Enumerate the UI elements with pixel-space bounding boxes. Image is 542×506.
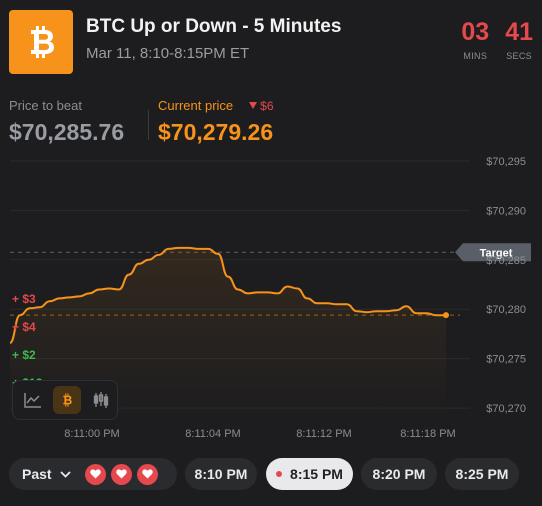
past-label: Past bbox=[22, 466, 52, 482]
current-price-dot bbox=[443, 312, 449, 319]
x-axis: 8:11:00 PM 8:11:04 PM 8:11:12 PM 8:11:18 PM bbox=[64, 428, 455, 440]
candlestick-icon bbox=[93, 392, 109, 408]
chart-tools bbox=[12, 380, 118, 420]
price-divider bbox=[148, 110, 149, 140]
bitcoin-icon bbox=[31, 26, 54, 58]
market-header: BTC Up or Down - 5 Minutes Mar 11, 8:10-… bbox=[9, 10, 533, 74]
candlestick-tool[interactable] bbox=[87, 386, 115, 414]
slot-8-15-active[interactable]: 8:15 PM bbox=[266, 458, 353, 490]
slot-8-25[interactable]: 8:25 PM bbox=[445, 458, 519, 490]
market-time-range: Mar 11, 8:10-8:15PM ET bbox=[86, 45, 250, 62]
past-result-down[interactable] bbox=[136, 463, 158, 485]
countdown-timer: 03 MINS 41 SECS bbox=[461, 18, 533, 61]
round-selector: Past 8:10 PM 8:15 PM 8:20 PM 8:25 PM bbox=[9, 458, 542, 490]
x-tick-label: 8:11:18 PM bbox=[400, 428, 455, 440]
heart-icon bbox=[141, 469, 153, 479]
trade-annotation: + $4 bbox=[12, 320, 36, 334]
countdown-seconds-value: 41 bbox=[505, 18, 533, 46]
countdown-minutes-value: 03 bbox=[461, 18, 490, 46]
heart-icon bbox=[89, 469, 101, 479]
live-dot bbox=[276, 471, 283, 477]
heart-icon bbox=[115, 469, 127, 479]
y-tick-label: $70,270 bbox=[486, 403, 526, 415]
price-to-beat: Price to beat $70,285.76 bbox=[9, 98, 124, 146]
bitcoin-logo bbox=[9, 10, 73, 74]
slot-label: 8:20 PM bbox=[372, 466, 426, 482]
current-price-value: $70,279.26 bbox=[158, 119, 274, 145]
countdown-minutes: 03 MINS bbox=[461, 18, 489, 61]
countdown-seconds: 41 SECS bbox=[505, 18, 533, 61]
countdown-seconds-label: SECS bbox=[506, 51, 532, 61]
price-delta: $6 bbox=[249, 98, 274, 113]
price-line bbox=[9, 246, 446, 344]
past-rounds-dropdown[interactable]: Past bbox=[9, 458, 177, 490]
y-tick-label: $70,285 bbox=[486, 255, 526, 267]
price-to-beat-label: Price to beat bbox=[9, 98, 82, 113]
current-price-label: Current price bbox=[158, 98, 234, 113]
y-tick-label: $70,275 bbox=[486, 354, 526, 366]
countdown-minutes-label: MINS bbox=[463, 51, 488, 61]
slot-label: 8:15 PM bbox=[290, 466, 343, 482]
bitcoin-icon bbox=[63, 393, 72, 407]
price-to-beat-value: $70,285.76 bbox=[9, 119, 125, 145]
slot-8-20[interactable]: 8:20 PM bbox=[361, 458, 437, 490]
target-tag bbox=[455, 243, 531, 262]
x-tick-label: 8:11:12 PM bbox=[296, 428, 351, 440]
price-summary: Price to beat $70,285.76 Current price $… bbox=[9, 98, 309, 146]
y-tick-label: $70,290 bbox=[486, 205, 526, 217]
triangle-down-icon bbox=[249, 102, 258, 109]
trade-annotation: + $2 bbox=[12, 348, 36, 362]
past-result-down[interactable] bbox=[84, 463, 106, 485]
x-tick-label: 8:11:00 PM bbox=[64, 428, 119, 440]
bitcoin-overlay-tool[interactable] bbox=[53, 386, 81, 414]
trade-annotation: + $3 bbox=[12, 292, 36, 306]
current-price: Current price $6 $70,279.26 bbox=[158, 98, 274, 146]
slot-label: 8:10 PM bbox=[194, 466, 248, 482]
line-chart-tool[interactable] bbox=[19, 386, 47, 414]
price-delta-value: $6 bbox=[260, 98, 274, 113]
slot-8-10[interactable]: 8:10 PM bbox=[185, 458, 257, 490]
y-axis: $70,295 $70,290 $70,285 $70,280 $70,275 $70,2… bbox=[486, 156, 526, 415]
past-results bbox=[84, 463, 158, 485]
past-result-down[interactable] bbox=[110, 463, 132, 485]
line-chart-icon bbox=[24, 393, 41, 408]
slot-label: 8:25 PM bbox=[455, 466, 509, 482]
y-tick-label: $70,280 bbox=[486, 304, 526, 316]
target-label: Target bbox=[480, 247, 513, 259]
y-tick-label: $70,295 bbox=[486, 156, 526, 168]
market-title: BTC Up or Down - 5 Minutes bbox=[86, 16, 342, 37]
x-tick-label: 8:11:04 PM bbox=[185, 428, 240, 440]
chevron-down-icon bbox=[59, 470, 71, 478]
